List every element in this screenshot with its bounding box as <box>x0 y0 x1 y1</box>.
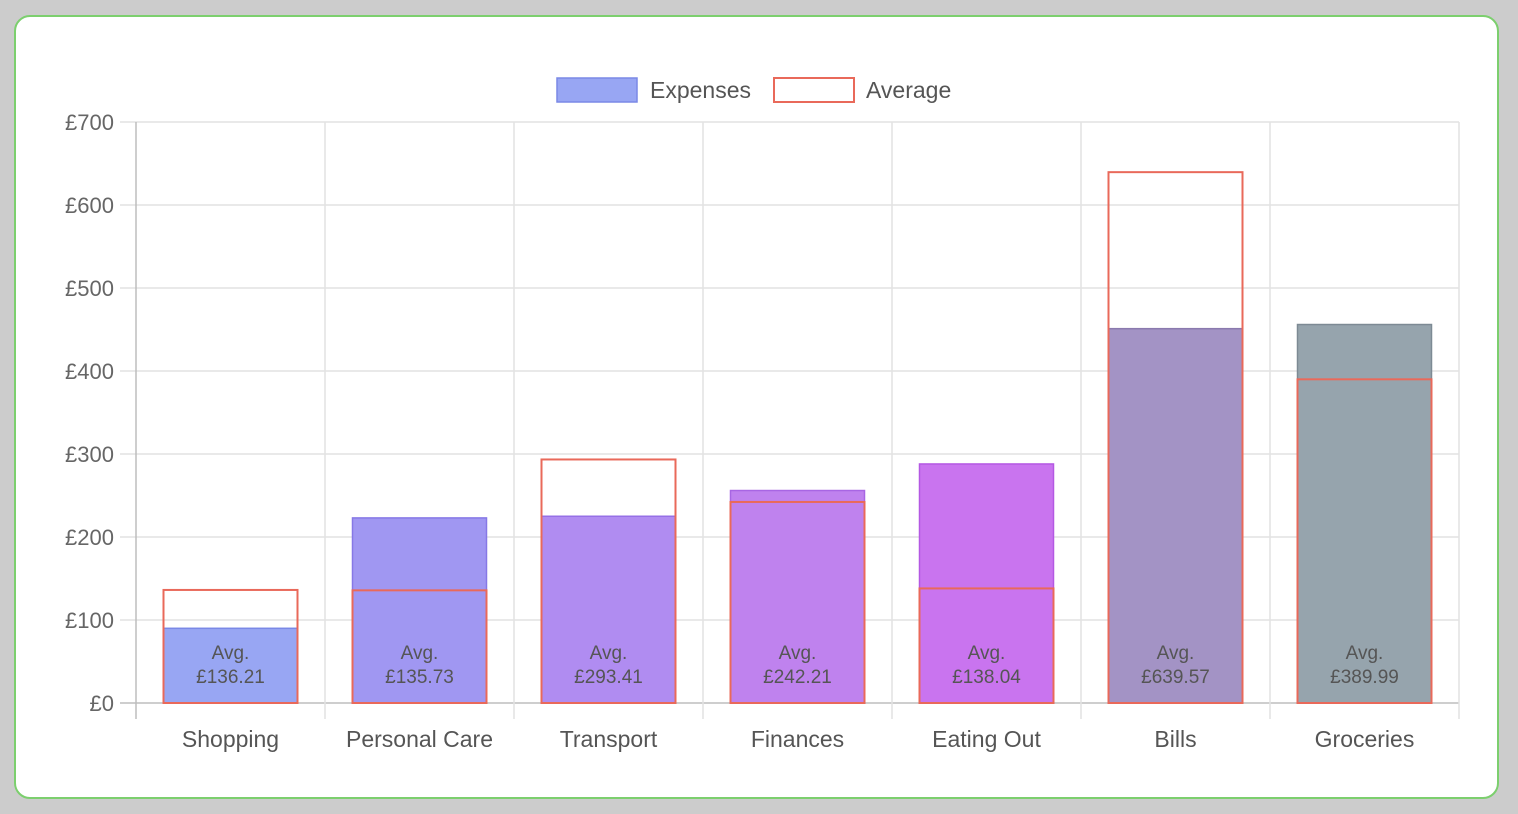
expense-bar <box>1296 323 1433 704</box>
legend-swatch-average[interactable] <box>773 77 855 103</box>
expense-bar <box>351 517 488 704</box>
avg-value-label: £138.04 <box>952 667 1021 688</box>
avg-value-label: £136.21 <box>196 667 265 688</box>
expense-bar <box>1107 327 1244 704</box>
y-tick-label: £500 <box>65 276 114 301</box>
x-category-label: Transport <box>560 726 658 752</box>
y-tick-label: £0 <box>90 691 114 716</box>
x-category-label: Bills <box>1154 726 1196 752</box>
average-bar <box>540 458 677 704</box>
legend-swatch-expenses[interactable] <box>556 77 638 103</box>
grid <box>120 121 1460 719</box>
bars <box>162 171 1433 705</box>
avg-value-label: £135.73 <box>385 667 454 688</box>
average-bar <box>1107 171 1244 704</box>
x-category-label: Eating Out <box>932 726 1041 752</box>
y-tick-label: £600 <box>65 193 114 218</box>
expense-bar <box>540 515 677 704</box>
avg-prefix-label: Avg. <box>1346 643 1384 664</box>
x-category-label: Groceries <box>1315 726 1415 752</box>
average-bar <box>729 500 866 704</box>
labels: £0 £100 £200 £300 £400 £500 £600 £700 Avg. £136.2… <box>65 110 1414 752</box>
expenses-bar-chart: £0 £100 £200 £300 £400 £500 £600 £700 Avg. £136.2… <box>65 77 1460 752</box>
x-category-label: Finances <box>751 726 844 752</box>
average-bar <box>918 587 1055 705</box>
legend-label-expenses[interactable]: Expenses <box>650 77 751 103</box>
avg-value-label: £639.57 <box>1141 667 1210 688</box>
legend-label-average[interactable]: Average <box>866 77 951 103</box>
average-bar <box>162 588 299 704</box>
avg-prefix-label: Avg. <box>1157 643 1195 664</box>
chart-card: £0 £100 £200 £300 £400 £500 £600 £700 Avg. £136.2… <box>14 15 1499 799</box>
expense-bar <box>729 489 866 704</box>
legend: Expenses Average <box>556 77 951 103</box>
avg-prefix-label: Avg. <box>590 643 628 664</box>
y-tick-label: £700 <box>65 110 114 135</box>
y-tick-label: £200 <box>65 525 114 550</box>
y-tick-label: £300 <box>65 442 114 467</box>
x-category-label: Personal Care <box>346 726 493 752</box>
avg-value-label: £293.41 <box>574 667 643 688</box>
y-tick-label: £400 <box>65 359 114 384</box>
avg-prefix-label: Avg. <box>779 643 817 664</box>
expense-bar <box>918 463 1055 704</box>
avg-prefix-label: Avg. <box>401 643 439 664</box>
avg-prefix-label: Avg. <box>212 643 250 664</box>
x-category-label: Shopping <box>182 726 279 752</box>
avg-value-label: £242.21 <box>763 667 832 688</box>
y-tick-label: £100 <box>65 608 114 633</box>
expense-bar <box>162 627 299 704</box>
avg-prefix-label: Avg. <box>968 643 1006 664</box>
average-bar <box>351 589 488 705</box>
average-bar <box>1296 378 1433 704</box>
avg-value-label: £389.99 <box>1330 667 1399 688</box>
